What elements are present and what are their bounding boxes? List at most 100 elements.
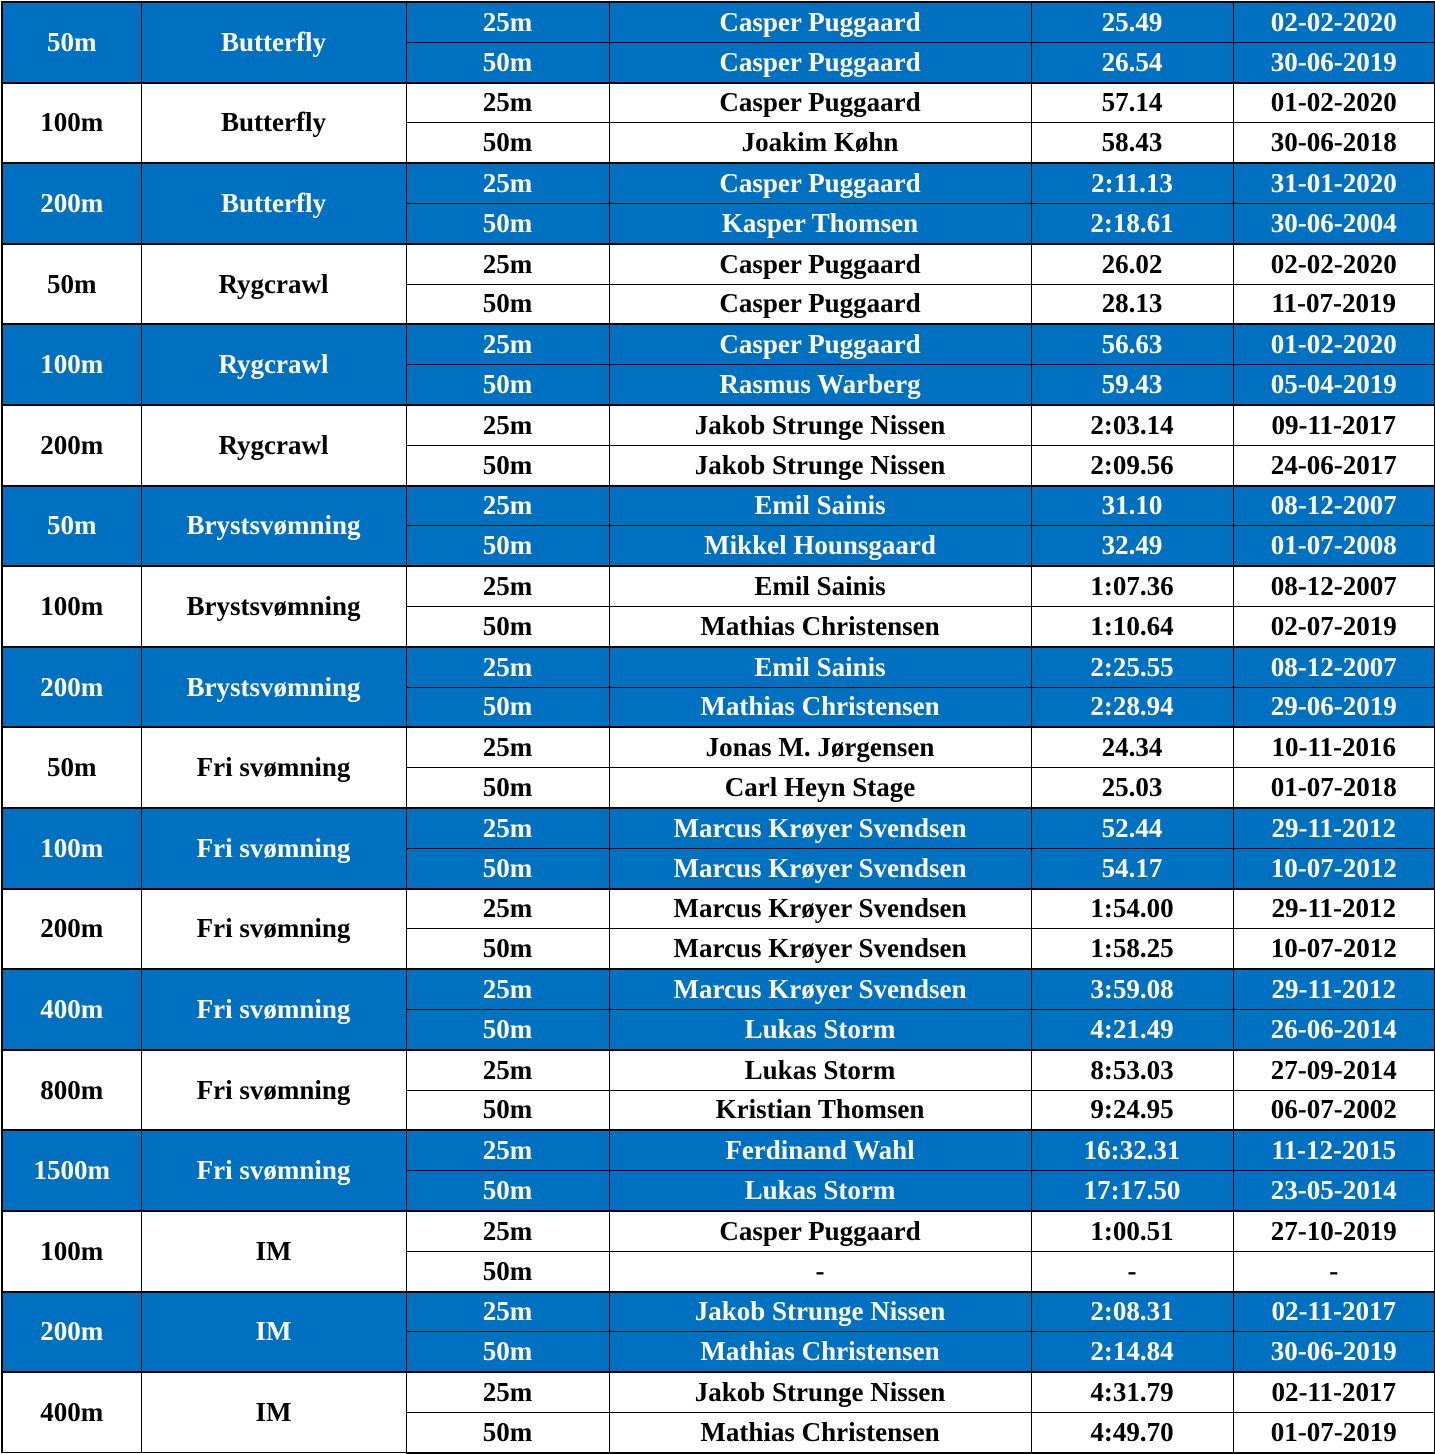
- event-distance: 100m: [1, 806, 142, 890]
- event-distance: 200m: [1, 645, 142, 728]
- table-row: 50m Marcus Krøyer Svendsen 54.17 10-07-2012: [2, 847, 1435, 890]
- pool-length-cell: 25m: [405, 968, 610, 1010]
- swimmer-name-cell: Mathias Christensen: [608, 1331, 1032, 1373]
- record-date-cell: 01-02-2020: [1232, 81, 1435, 124]
- event-distance: 400m: [1, 968, 142, 1051]
- event-stroke: Rygcrawl: [140, 323, 407, 406]
- swimmer-name-cell: Casper Puggaard: [608, 0, 1032, 43]
- table-row: 200m Butterfly 25m Casper Puggaard 2:11.13 31…: [1, 162, 1435, 245]
- pool-length-cell: 25m: [405, 323, 610, 366]
- record-date-cell: 02-11-2017: [1232, 1290, 1435, 1333]
- event-group: 800m Fri svømning 25m Lukas Storm 8:53.03 27-…: [1, 1048, 1435, 1131]
- record-time-cell: 57.14: [1030, 81, 1234, 124]
- record-date-cell: 26-06-2014: [1232, 1008, 1435, 1051]
- event-distance: 100m: [1, 565, 142, 648]
- event-stroke: Brystsvømning: [140, 484, 407, 567]
- record-time-cell: -: [1030, 1250, 1234, 1293]
- swimmer-name-cell: Marcus Krøyer Svendsen: [608, 847, 1032, 890]
- record-time-cell: 28.13: [1030, 283, 1234, 325]
- pool-length-cell: 50m: [405, 1411, 610, 1454]
- record-date-cell: 10-07-2012: [1232, 847, 1435, 890]
- table-row: 400m Fri svømning 25m Marcus Krøyer Svendse…: [1, 968, 1435, 1051]
- record-date-cell: 30-06-2018: [1232, 122, 1435, 164]
- table-row: 50m Kristian Thomsen 9:24.95 06-07-2002: [2, 1089, 1435, 1131]
- event-distance: 100m: [1, 323, 142, 406]
- swimmer-name-cell: Marcus Krøyer Svendsen: [608, 887, 1032, 930]
- swimmer-name-cell: Lukas Storm: [608, 1170, 1032, 1212]
- swimmer-name-cell: Emil Sainis: [608, 565, 1032, 607]
- event-group: 50m Fri svømning 25m Jonas M. Jørgensen 24.3…: [1, 726, 1435, 809]
- swimmer-name-cell: Casper Puggaard: [608, 162, 1032, 204]
- event-stroke: Butterfly: [140, 1, 407, 84]
- swimmer-name-cell: Casper Puggaard: [608, 283, 1032, 325]
- record-date-cell: -: [1232, 1250, 1435, 1293]
- pool-length-cell: 25m: [405, 806, 610, 849]
- event-group: 400m IM 25m Jakob Strunge Nissen 4:31.79 02-1…: [1, 1371, 1435, 1454]
- table-row: 200m Brystsvømning 25m Emil Sainis 2:25.55 08…: [1, 645, 1435, 728]
- table-row: 200m Fri svømning 25m Marcus Krøyer Svendse…: [1, 887, 1435, 970]
- table-row: 50m Rygcrawl 25m Casper Puggaard 26.02 02-02-…: [1, 242, 1435, 325]
- table-row: 50m Casper Puggaard 26.54 30-06-2019: [2, 41, 1435, 84]
- event-distance: 50m: [1, 484, 142, 567]
- event-distance: 50m: [1, 242, 142, 325]
- pool-length-cell: 50m: [405, 122, 610, 164]
- record-date-cell: 24-06-2017: [1232, 444, 1435, 487]
- record-date-cell: 27-10-2019: [1232, 1209, 1435, 1252]
- record-time-cell: 26.02: [1030, 242, 1234, 285]
- event-stroke: Fri svømning: [140, 1129, 407, 1212]
- record-date-cell: 09-11-2017: [1232, 403, 1435, 446]
- swimmer-name-cell: -: [608, 1250, 1032, 1293]
- swimmer-name-cell: Mathias Christensen: [608, 686, 1032, 728]
- table-row: 50m Marcus Krøyer Svendsen 1:58.25 10-07-20…: [2, 928, 1435, 970]
- swimmer-name-cell: Emil Sainis: [608, 484, 1032, 527]
- table-row: 100m Rygcrawl 25m Casper Puggaard 56.63 01-02…: [1, 323, 1435, 406]
- table-row: 100m Fri svømning 25m Marcus Krøyer Svendse…: [1, 806, 1435, 890]
- event-distance: 800m: [1, 1048, 142, 1131]
- record-date-cell: 02-02-2020: [1232, 0, 1435, 43]
- swimmer-name-cell: Lukas Storm: [608, 1008, 1032, 1051]
- event-stroke: Rygcrawl: [140, 403, 407, 487]
- pool-length-cell: 50m: [405, 364, 610, 406]
- swimmer-name-cell: Casper Puggaard: [608, 41, 1032, 84]
- pool-length-cell: 50m: [405, 444, 610, 487]
- swimmer-name-cell: Ferdinand Wahl: [608, 1129, 1032, 1172]
- pool-length-cell: 50m: [405, 605, 610, 648]
- record-time-cell: 2:18.61: [1030, 202, 1234, 245]
- swimmer-name-cell: Jakob Strunge Nissen: [608, 444, 1032, 487]
- swimmer-name-cell: Jonas M. Jørgensen: [608, 726, 1032, 769]
- pool-length-cell: 50m: [405, 202, 610, 245]
- event-stroke: Butterfly: [140, 162, 407, 245]
- record-time-cell: 1:58.25: [1030, 928, 1234, 970]
- event-stroke: IM: [140, 1209, 407, 1292]
- table-row: 1500m Fri svømning 25m Ferdinand Wahl 16:32.…: [1, 1129, 1435, 1212]
- event-group: 200m Fri svømning 25m Marcus Krøyer Svendse…: [1, 887, 1435, 970]
- record-time-cell: 1:07.36: [1030, 565, 1234, 607]
- record-date-cell: 23-05-2014: [1232, 1170, 1435, 1212]
- record-date-cell: 27-09-2014: [1232, 1048, 1435, 1091]
- pool-length-cell: 25m: [405, 645, 610, 688]
- record-time-cell: 31.10: [1030, 484, 1234, 527]
- record-time-cell: 16:32.31: [1030, 1129, 1234, 1172]
- event-distance: 100m: [1, 1209, 142, 1292]
- event-group: 200m IM 25m Jakob Strunge Nissen 2:08.31 02-1…: [1, 1290, 1435, 1373]
- event-stroke: Fri svømning: [140, 1048, 407, 1131]
- event-group: 1500m Fri svømning 25m Ferdinand Wahl 16:32.…: [1, 1129, 1435, 1212]
- swimmer-name-cell: Marcus Krøyer Svendsen: [608, 928, 1032, 970]
- record-time-cell: 32.49: [1030, 525, 1234, 567]
- table-row: 50m - - -: [2, 1250, 1435, 1293]
- pool-length-cell: 25m: [405, 81, 610, 124]
- table-row: 200m IM 25m Jakob Strunge Nissen 2:08.31 02-1…: [1, 1290, 1435, 1373]
- record-time-cell: 2:08.31: [1030, 1290, 1234, 1333]
- record-date-cell: 05-04-2019: [1232, 364, 1435, 406]
- record-time-cell: 8:53.03: [1030, 1048, 1234, 1091]
- swimmer-name-cell: Casper Puggaard: [608, 1209, 1032, 1252]
- table-row: 100m Brystsvømning 25m Emil Sainis 1:07.36 08…: [1, 565, 1435, 648]
- record-date-cell: 29-11-2012: [1232, 968, 1435, 1010]
- pool-length-cell: 25m: [405, 403, 610, 446]
- pool-length-cell: 50m: [405, 928, 610, 970]
- swimmer-name-cell: Marcus Krøyer Svendsen: [608, 968, 1032, 1010]
- swimmer-name-cell: Jakob Strunge Nissen: [608, 403, 1032, 446]
- table-row: 50m Carl Heyn Stage 25.03 01-07-2018: [2, 767, 1435, 809]
- pool-length-cell: 25m: [405, 1048, 610, 1091]
